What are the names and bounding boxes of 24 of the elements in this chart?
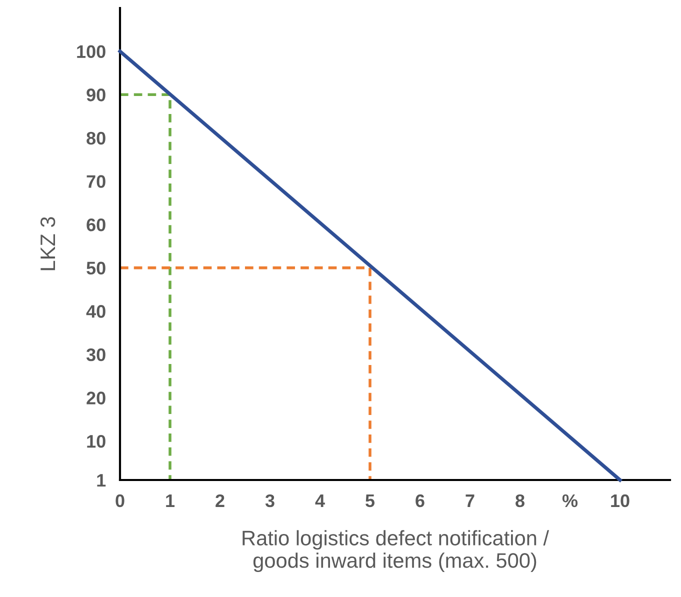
x-tick-label: 10 [611, 494, 630, 508]
y-tick-label: 30 [86, 348, 106, 362]
x-tick-label: 4 [315, 494, 325, 507]
x-tick-label: 1 [166, 494, 175, 507]
y-tick-label: 1 [97, 474, 106, 487]
x-tick-label: 6 [416, 494, 424, 508]
y-tick-label: 40 [86, 305, 106, 318]
y-tick-label: 90 [86, 88, 106, 102]
y-tick-label: 60 [86, 218, 106, 232]
y-tick-label: 100 [77, 45, 106, 58]
y-tick-label: 10 [87, 434, 106, 448]
x-tick-label: 2 [216, 494, 224, 507]
x-axis-title: Ratio logistics defect notification / goods inward items (max. 500) [242, 530, 550, 572]
x-tick-label: % [562, 494, 578, 508]
y-tick-label: 50 [86, 262, 106, 275]
x-tick-label: 8 [516, 494, 524, 508]
y-axis-title: LKZ 3 [40, 217, 56, 270]
y-tick-label: 20 [86, 392, 106, 404]
y-tick-label: 80 [86, 132, 106, 145]
x-tick-label: 0 [116, 494, 124, 508]
x-tick-label: 5 [366, 494, 375, 508]
x-tick-label: 7 [466, 494, 474, 507]
y-tick-label: 70 [86, 175, 106, 188]
x-tick-label: 3 [265, 494, 274, 508]
